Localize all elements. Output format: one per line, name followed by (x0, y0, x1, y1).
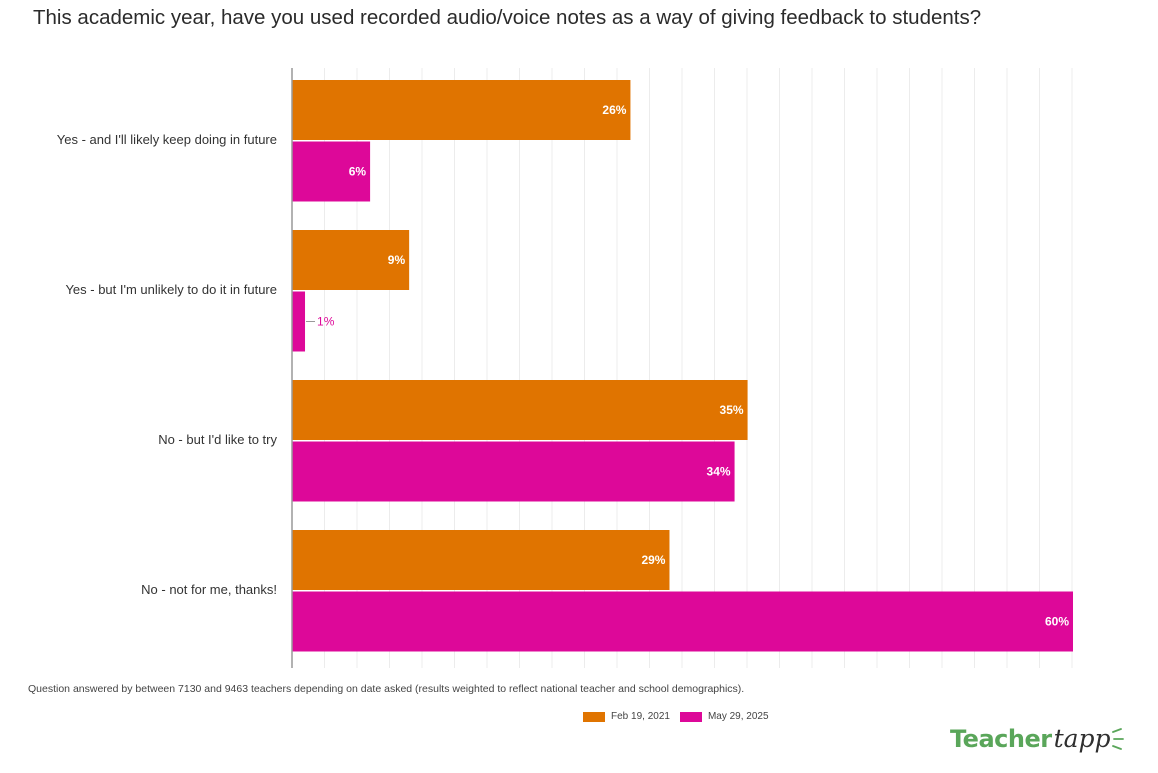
bar-value-label: 26% (602, 103, 626, 117)
category-label: No - not for me, thanks! (141, 582, 277, 597)
legend-swatch-feb-2021 (583, 711, 605, 722)
teachertapp-logo: Teacher tapp (950, 724, 1125, 753)
bar (292, 441, 735, 502)
legend-label-feb-2021: Feb 19, 2021 (611, 711, 670, 722)
bar-value-label: 1% (317, 315, 335, 329)
bar (292, 230, 410, 290)
legend-item-feb-2021: Feb 19, 2021 (583, 711, 670, 722)
bar-chart: Yes - and I'll likely keep doing in futu… (57, 68, 1073, 668)
bar-value-label: 6% (349, 165, 367, 179)
bar-value-label: 9% (388, 253, 406, 267)
legend-item-may-2025: May 29, 2025 (679, 711, 769, 722)
category-label: No - but I'd like to try (158, 432, 277, 447)
bar (292, 291, 306, 352)
footnote: Question answered by between 7130 and 94… (28, 683, 745, 695)
category-label: Yes - but I'm unlikely to do it in futur… (65, 282, 277, 297)
logo-text-teacher: Teacher (950, 724, 1052, 753)
legend-swatch-may-2025 (679, 711, 702, 722)
chart-title: This academic year, have you used record… (33, 6, 982, 29)
category-label: Yes - and I'll likely keep doing in futu… (57, 132, 277, 147)
bar (292, 141, 371, 202)
bar-value-label: 29% (641, 553, 665, 567)
bar-value-label: 60% (1045, 615, 1069, 629)
bar-value-label: 35% (720, 403, 744, 417)
bar-value-label: 34% (707, 465, 731, 479)
logo-signal-icon (1111, 727, 1124, 750)
logo-text-tapp: tapp (1053, 724, 1111, 753)
bar (292, 591, 1073, 652)
legend-label-may-2025: May 29, 2025 (707, 711, 769, 722)
bar (292, 530, 670, 590)
bar (292, 380, 748, 440)
bar (292, 80, 631, 140)
legend: Feb 19, 2021 May 29, 2025 (583, 711, 769, 722)
